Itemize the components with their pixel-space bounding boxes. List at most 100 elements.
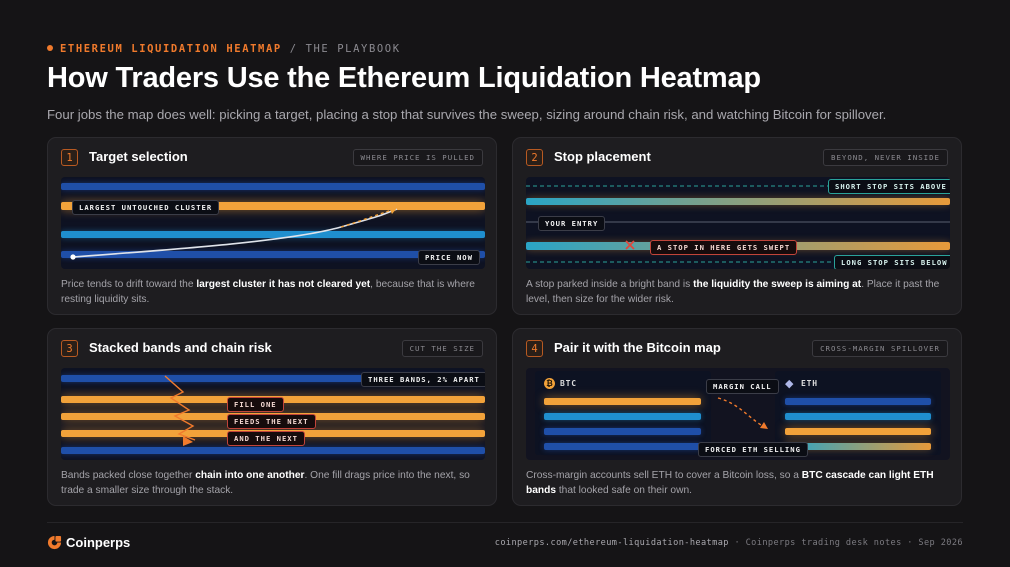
card-number: 3: [61, 340, 78, 357]
body-emphasis: chain into one another: [195, 470, 305, 481]
footer-note: coinperps.com/ethereum-liquidation-heatm…: [495, 538, 963, 548]
chip-short-stop: SHORT STOP SITS ABOVE: [828, 179, 950, 194]
price-path-svg: [70, 207, 398, 260]
card-header: 2 Stop placement BEYOND, NEVER INSIDE: [526, 148, 948, 168]
card-number: 4: [526, 340, 543, 357]
coinperps-logo-icon: [47, 535, 62, 550]
eth-label: ETH: [801, 379, 818, 388]
liquidity-band-largest: [61, 202, 485, 210]
footer-divider: [47, 522, 963, 523]
chip-fill-one: FILL ONE: [227, 397, 284, 412]
chip-your-entry: YOUR ENTRY: [538, 216, 606, 231]
spillover-arrow-head-icon: [760, 422, 768, 429]
chain-path-svg: [164, 375, 196, 446]
card-number: 2: [526, 149, 543, 166]
body-emphasis: largest cluster it has not cleared yet: [196, 279, 371, 290]
card-number: 1: [61, 149, 78, 166]
stop-marker-svg: [625, 240, 635, 250]
arrow-head-icon: [389, 207, 397, 214]
body-emphasis: BTC cascade can light ETH bands: [526, 470, 934, 496]
heatmap-panel: SHORT STOP SITS ABOVE YOUR ENTRY A STOP …: [526, 177, 950, 269]
eyebrow-dot-icon: [47, 45, 53, 51]
chip-largest-cluster: LARGEST UNTOUCHED CLUSTER: [72, 200, 220, 215]
heatmap-panel: THREE BANDS, 2% APART FILL ONE FEEDS THE…: [61, 368, 485, 460]
price-path-line: [72, 208, 398, 258]
body-text: Price tends to drift toward the: [61, 279, 197, 290]
body-emphasis: the liquidity the sweep is aiming at: [693, 279, 862, 290]
page-subtitle: Four jobs the map does well: picking a t…: [47, 107, 887, 122]
swept-stop-x-icon: [625, 240, 635, 250]
card-header: 4 Pair it with the Bitcoin map CROSS-MAR…: [526, 339, 948, 359]
body-text: A stop parked inside a bright band is: [526, 279, 694, 290]
card-body: Cross-margin accounts sell ETH to cover …: [526, 468, 950, 498]
card-header: 1 Target selection WHERE PRICE IS PULLED: [61, 148, 483, 168]
btc-band: [544, 413, 701, 420]
eth-band: [785, 398, 931, 405]
brand-logo[interactable]: Coinperps: [47, 535, 130, 550]
card-header: 3 Stacked bands and chain risk CUT THE S…: [61, 339, 483, 359]
body-text: Cross-margin accounts sell ETH to cover …: [526, 470, 802, 481]
card-title: Target selection: [89, 149, 188, 164]
liquidity-band: [61, 231, 485, 238]
chip-forced-selling: FORCED ETH SELLING: [698, 442, 808, 457]
btc-band: [544, 428, 701, 435]
card-stacked-bands: 3 Stacked bands and chain risk CUT THE S…: [47, 328, 497, 506]
liquidity-band: [61, 447, 485, 454]
footer-separator: ·: [907, 538, 913, 548]
price-now-dot-icon: [70, 254, 76, 260]
btc-band: [544, 398, 701, 405]
chip-long-stop: LONG STOP SITS BELOW: [834, 255, 950, 269]
card-title: Pair it with the Bitcoin map: [554, 340, 721, 355]
body-text: . One fill drags price into the next, so…: [61, 470, 470, 496]
liquidity-band: [61, 251, 485, 258]
card-tag: BEYOND, NEVER INSIDE: [823, 149, 948, 166]
card-bitcoin-map: 4 Pair it with the Bitcoin map CROSS-MAR…: [512, 328, 962, 506]
card-title: Stop placement: [554, 149, 651, 164]
footer-separator: ·: [734, 538, 741, 548]
card-stop-placement: 2 Stop placement BEYOND, NEVER INSIDE SH…: [512, 137, 962, 315]
price-path-projection: [340, 208, 396, 228]
card-title: Stacked bands and chain risk: [89, 340, 272, 355]
heatmap-panel: LARGEST UNTOUCHED CLUSTER PRICE NOW: [61, 177, 485, 269]
btc-band: [544, 443, 701, 450]
chip-feeds-next: FEEDS THE NEXT: [227, 414, 316, 429]
card-tag: CUT THE SIZE: [401, 340, 483, 357]
footer-date: Sep 2026: [918, 538, 963, 548]
chip-margin-call: MARGIN CALL: [706, 379, 779, 394]
btc-map: ₿ BTC: [535, 371, 711, 455]
eyebrow-sublabel: THE PLAYBOOK: [305, 43, 401, 55]
card-target-selection: 1 Target selection WHERE PRICE IS PULLED…: [47, 137, 497, 315]
eth-map: ◆ ETH: [775, 371, 941, 455]
bitcoin-icon: ₿: [544, 378, 555, 389]
brand-name: Coinperps: [66, 535, 131, 550]
card-body: Price tends to drift toward the largest …: [61, 277, 485, 307]
eth-band-lit: [785, 443, 931, 450]
liquidity-band: [61, 183, 485, 190]
card-tag: CROSS-MARGIN SPILLOVER: [812, 340, 948, 357]
eth-band: [785, 413, 931, 420]
spillover-path-svg: [717, 397, 768, 429]
liquidity-band: [61, 375, 485, 382]
chain-zigzag-line: [164, 375, 196, 441]
page-title: How Traders Use the Ethereum Liquidation…: [47, 62, 761, 94]
eyebrow: ETHEREUM LIQUIDATION HEATMAP / THE PLAYB…: [47, 43, 401, 55]
body-text: Bands packed close together: [61, 470, 196, 481]
body-text: . Place it past the level, then size for…: [526, 279, 940, 305]
footer-url[interactable]: coinperps.com/ethereum-liquidation-heatm…: [494, 538, 729, 548]
footer-desk-notes: Coinperps trading desk notes: [745, 538, 902, 548]
card-body: A stop parked inside a bright band is th…: [526, 277, 950, 307]
eyebrow-label: ETHEREUM LIQUIDATION HEATMAP: [60, 43, 282, 55]
chip-swept-zone: A STOP IN HERE GETS SWEPT: [650, 240, 798, 255]
chip-and-next: AND THE NEXT: [227, 431, 305, 446]
spillover-arrow-line: [717, 397, 767, 429]
body-text: that looked safe on their own.: [556, 485, 692, 496]
chain-arrow-head-icon: [183, 436, 193, 446]
eth-band-lit: [785, 428, 931, 435]
btc-label: BTC: [560, 379, 577, 388]
body-text: , because that is where resting liquidit…: [61, 279, 475, 305]
ethereum-icon: ◆: [785, 378, 794, 390]
liquidity-band-upper: [526, 198, 950, 205]
chip-three-bands: THREE BANDS, 2% APART: [361, 372, 485, 387]
eyebrow-separator: /: [289, 43, 298, 55]
dual-map-panel: ₿ BTC ◆ ETH MARGIN CALL FORCED ETH SELLI…: [526, 368, 950, 460]
